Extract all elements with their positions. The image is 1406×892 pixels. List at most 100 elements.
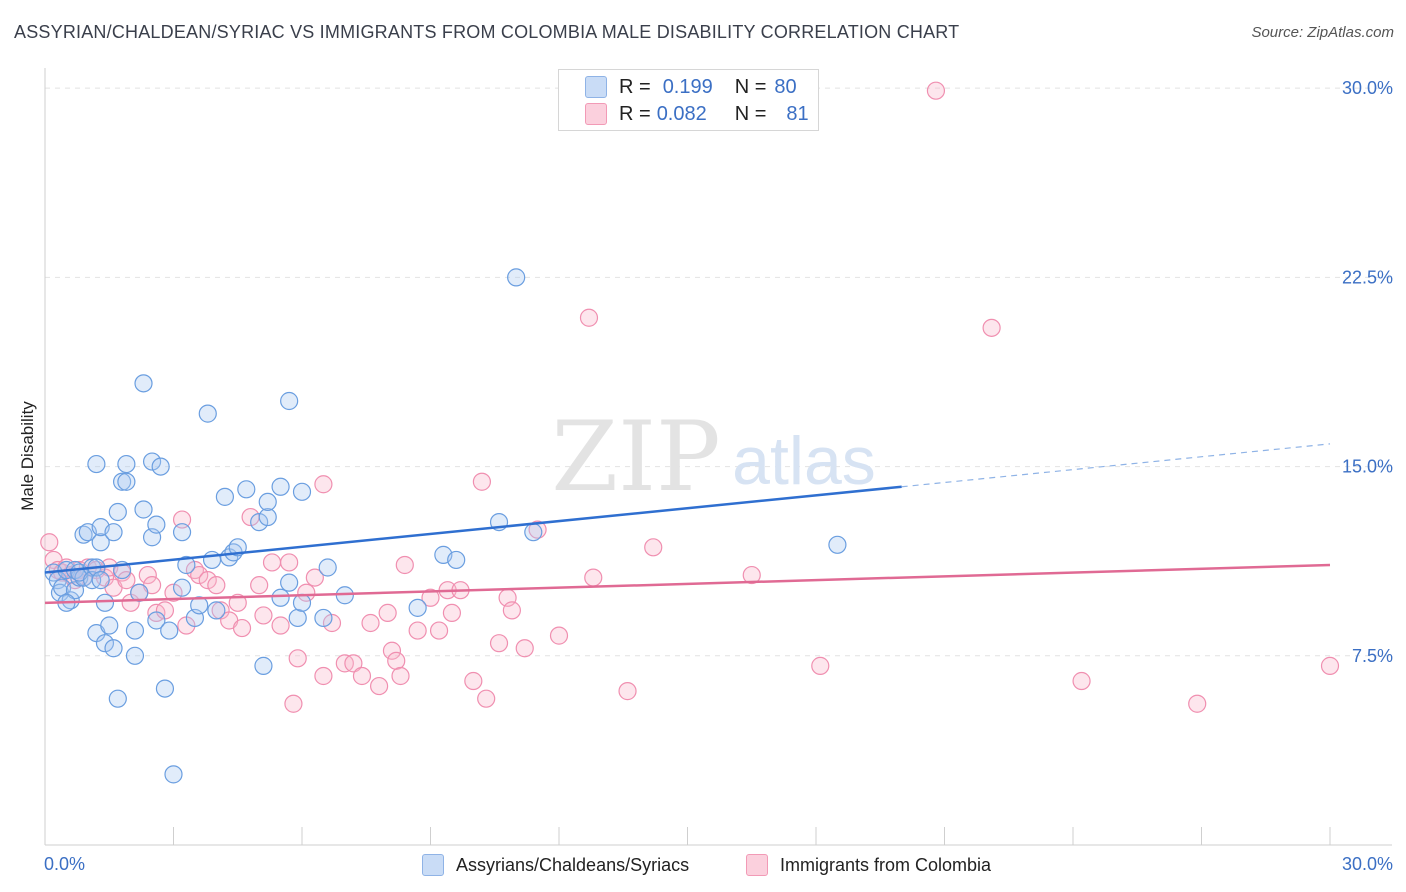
assyrian-point [108,689,127,708]
assyrian-point [408,598,427,617]
assyrian-point [280,573,299,592]
assyrian-trendline [44,485,902,574]
assyrian-point [172,578,192,597]
assyrian-point [292,593,312,612]
watermark-zip: ZIP [551,401,720,513]
assyrian-point [147,515,166,534]
legend-row-assyrian: R = 0.199 N = 80 [585,74,797,100]
assyrian-point [117,454,136,474]
colombia-point [489,634,509,653]
assyrian-point [258,492,277,512]
legend-n-label: N = [734,102,767,125]
colombia-point [391,666,410,686]
assyrian-point [828,535,847,554]
assyrian-point [95,634,115,653]
legend-r-value: 0.082 [656,102,707,125]
y-tick-label: 30.0% [1342,78,1393,98]
bottom-legend-swatch-blue [422,854,444,876]
colombia-point [387,651,406,670]
colombia-point [421,588,440,607]
colombia-point [138,565,157,585]
assyrian-point [112,472,132,491]
assyrian-point [125,621,145,640]
assyrian-point [254,656,273,675]
colombia-point [1072,671,1091,691]
assyrian-point [172,523,192,542]
legend-r-value: 0.199 [662,75,713,98]
colombia-point [117,571,136,590]
assyrian-point [258,507,277,527]
colombia-point [742,565,761,585]
assyrian-point [104,639,123,658]
colombia-point [164,583,183,602]
correlation-legend: R = 0.199 N = 80 R = 0.082 N = 81 [558,69,819,131]
legend-row-colombia: R = 0.082 N = 81 [585,101,809,127]
colombia-point [280,553,299,572]
bottom-legend-label: Assyrians/Chaldeans/Syriacs [456,854,690,875]
assyrian-point [280,391,299,411]
legend-n-value: 80 [774,75,797,98]
colombia-point [262,553,282,572]
colombia-point [382,641,402,660]
assyrian-point [100,616,119,635]
colombia-point [408,621,427,640]
colombia-point [314,666,333,686]
legend-swatch-pink [585,103,607,125]
colombia-point [305,568,324,587]
gridlines [45,87,1392,657]
assyrian-point [108,502,127,522]
assyrian-point [160,621,179,640]
assyrian-point [447,550,466,570]
colombia-point [370,676,389,696]
colombia-point [250,576,269,595]
legend-r-label: R = [619,102,651,125]
colombia-point [322,613,342,633]
axes [44,68,1392,846]
colombia-point [579,308,599,327]
colombia-point [190,565,209,585]
assyrian-point [134,374,153,393]
colombia-point [271,616,290,635]
assyrian-point [125,646,145,665]
colombia-trendline [44,563,1331,605]
assyrian-point [87,454,106,474]
watermark: ZIP atlas [551,401,875,513]
assyrian-point [91,533,110,552]
assyrian-point [198,404,217,423]
assyrian-point [292,482,312,501]
colombia-point [515,639,534,658]
assyrian-point [177,555,196,575]
assyrian-point [524,523,543,542]
assyrian-point [104,523,123,542]
colombia-point [464,671,483,691]
assyrian-point [147,611,166,630]
colombia-point [172,510,192,529]
assyrian-point [207,601,226,620]
colombia-point [982,318,1001,337]
colombia-point [442,603,462,623]
legend-r-label: R = [619,75,651,98]
legend-n-value: 81 [786,102,809,125]
colombia-point [228,593,247,612]
colombia-point [811,656,830,675]
assyrian-point [155,679,175,698]
colombia-point [644,538,663,557]
trendlines [44,443,1331,605]
assyrian-point [134,500,153,519]
chart-title: ASSYRIAN/CHALDEAN/SYRIAC VS IMMIGRANTS F… [14,22,960,42]
assyrian-point [164,765,183,784]
colombia-point [395,555,414,575]
x-tick-label: 30.0% [1342,854,1393,874]
legend-swatch-blue [585,76,607,98]
assyrian-trendline-extension [901,443,1331,488]
colombia-point [472,472,491,491]
colombia-point [584,568,603,587]
source-label: Source: ZipAtlas.com [1251,24,1394,41]
assyrian-point [314,608,333,628]
colombia-point [198,571,217,590]
y-tick-label: 7.5% [1352,646,1393,666]
assyrian-point [91,571,110,590]
assyrian-point [95,593,115,612]
assyrian-point [190,596,209,615]
